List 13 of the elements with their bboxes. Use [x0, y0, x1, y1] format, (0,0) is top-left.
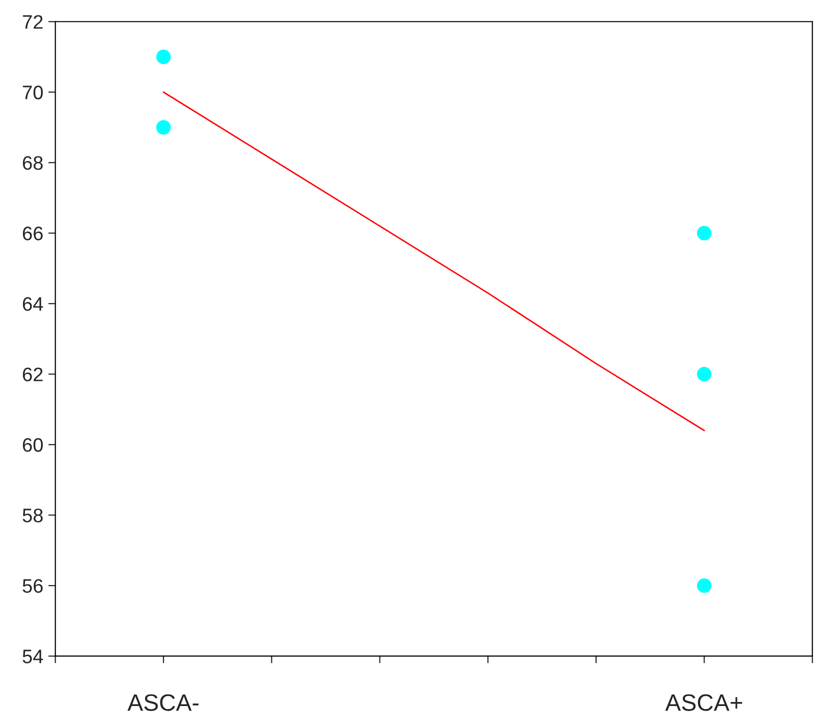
y-tick-label: 72 [22, 15, 43, 29]
y-tick-label: 56 [22, 579, 43, 593]
y-tick-label: 66 [22, 226, 43, 240]
y-tick-label: 60 [22, 438, 43, 452]
y-tick-label: 54 [22, 650, 43, 664]
y-tick-label: 62 [22, 368, 43, 382]
x-tick-label: ASCA+ [665, 694, 742, 711]
y-tick-label: 58 [22, 508, 43, 522]
y-tick-label: 68 [22, 156, 43, 170]
y-tick-label: 64 [22, 297, 43, 311]
x-tick-label: ASCA- [127, 694, 199, 711]
line-series [162, 91, 705, 432]
y-tick-label: 70 [22, 86, 43, 100]
